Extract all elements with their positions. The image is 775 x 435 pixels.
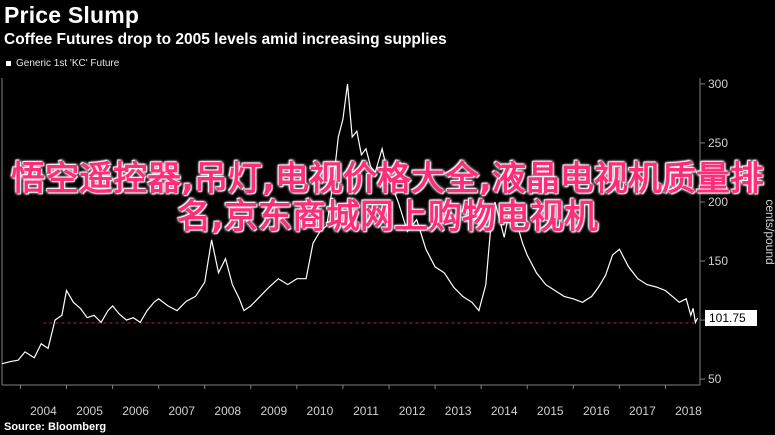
source-note: Source: Bloomberg [4, 421, 107, 433]
legend-swatch [6, 61, 11, 66]
x-tick-label: 2008 [214, 404, 241, 418]
legend: Generic 1st 'KC' Future [6, 58, 119, 69]
y-tick-label: 200 [708, 195, 728, 209]
x-tick-label: 2004 [30, 404, 57, 418]
chart-subtitle: Coffee Futures drop to 2005 levels amid … [4, 31, 447, 48]
series-line [1, 83, 699, 365]
y-axis-title: cents/pound [763, 199, 775, 264]
legend-label: Generic 1st 'KC' Future [16, 58, 120, 69]
y-tick-label: 250 [708, 136, 728, 150]
chart-title: Price Slump [4, 2, 140, 28]
y-tick-label: 50 [708, 372, 722, 386]
x-tick-label: 2006 [122, 404, 149, 418]
x-tick-label: 2010 [307, 404, 334, 418]
x-tick-label: 2007 [168, 404, 195, 418]
x-tick-label: 2009 [260, 404, 287, 418]
x-tick-label: 2015 [537, 404, 564, 418]
y-tick-label: 300 [708, 77, 728, 91]
x-tick-label: 2014 [491, 404, 518, 418]
last-value-label: 101.75 [709, 311, 746, 325]
y-tick-label: 150 [708, 254, 728, 268]
x-tick-label: 2011 [353, 404, 379, 418]
x-tick-label: 2016 [583, 404, 610, 418]
x-tick-label: 2017 [629, 404, 656, 418]
x-tick-label: 2005 [76, 404, 103, 418]
x-tick-label: 2013 [445, 404, 472, 418]
last-value-box [705, 309, 757, 326]
x-tick-label: 2018 [675, 404, 702, 418]
x-tick-label: 2012 [399, 404, 426, 418]
